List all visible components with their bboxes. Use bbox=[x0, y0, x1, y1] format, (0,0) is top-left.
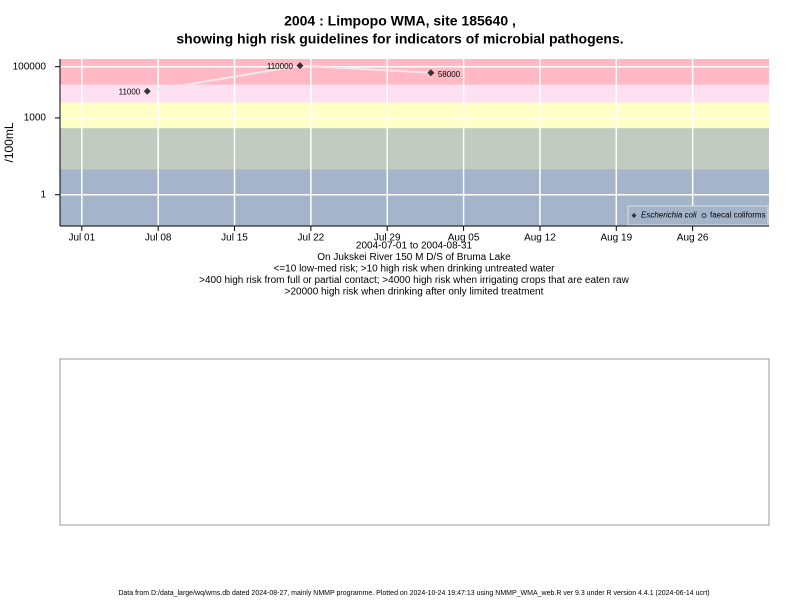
footer: Data from D:/data_large/wq/wms.db dated … bbox=[118, 590, 709, 597]
chart-title: 2004 : Limpopo WMA, site 185640 , bbox=[284, 13, 516, 29]
data-label: 58000 bbox=[438, 70, 461, 79]
subtitle: On Jukskei River 150 M D/S of Bruma Lake bbox=[317, 252, 511, 263]
legend-marker bbox=[701, 213, 707, 218]
x-tick-label: Aug 05 bbox=[448, 233, 480, 244]
subtitle: >20000 high risk when drinking after onl… bbox=[285, 287, 544, 298]
subtitle: 2004-07-01 to 2004-08-31 bbox=[356, 241, 473, 252]
chart-title: showing high risk guidelines for indicat… bbox=[176, 31, 623, 47]
x-tick-label: Jul 01 bbox=[68, 233, 95, 244]
legend-box bbox=[627, 205, 769, 226]
y-tick-label: 100000 bbox=[13, 61, 47, 72]
x-tick-label: Aug 19 bbox=[600, 233, 632, 244]
data-label: 11000 bbox=[119, 87, 141, 96]
y-axis-label: /100mL bbox=[2, 122, 16, 162]
subtitle: >400 high risk from full or partial cont… bbox=[199, 275, 629, 286]
x-tick-label: Jul 29 bbox=[374, 233, 401, 244]
empty-panel bbox=[59, 358, 770, 526]
y-tick-label: 1 bbox=[40, 189, 46, 200]
legend-label: faecal coliforms bbox=[710, 211, 766, 220]
x-tick-label: Aug 12 bbox=[524, 233, 556, 244]
risk-band bbox=[60, 128, 769, 170]
x-tick-label: Jul 08 bbox=[145, 233, 172, 244]
data-label: 110000 bbox=[267, 62, 294, 71]
data-point bbox=[427, 69, 435, 77]
x-tick-label: Jul 15 bbox=[221, 233, 248, 244]
risk-band bbox=[60, 102, 769, 129]
data-point bbox=[296, 62, 304, 70]
x-tick-label: Jul 22 bbox=[298, 233, 325, 244]
subtitle: <=10 low-med risk; >10 high risk when dr… bbox=[274, 264, 556, 275]
legend-marker bbox=[631, 213, 637, 218]
legend-label: Escherichia coli bbox=[641, 211, 697, 220]
risk-band bbox=[60, 84, 769, 103]
y-tick-label: 1000 bbox=[24, 113, 47, 124]
data-point bbox=[143, 87, 151, 95]
x-tick-label: Aug 26 bbox=[677, 233, 709, 244]
